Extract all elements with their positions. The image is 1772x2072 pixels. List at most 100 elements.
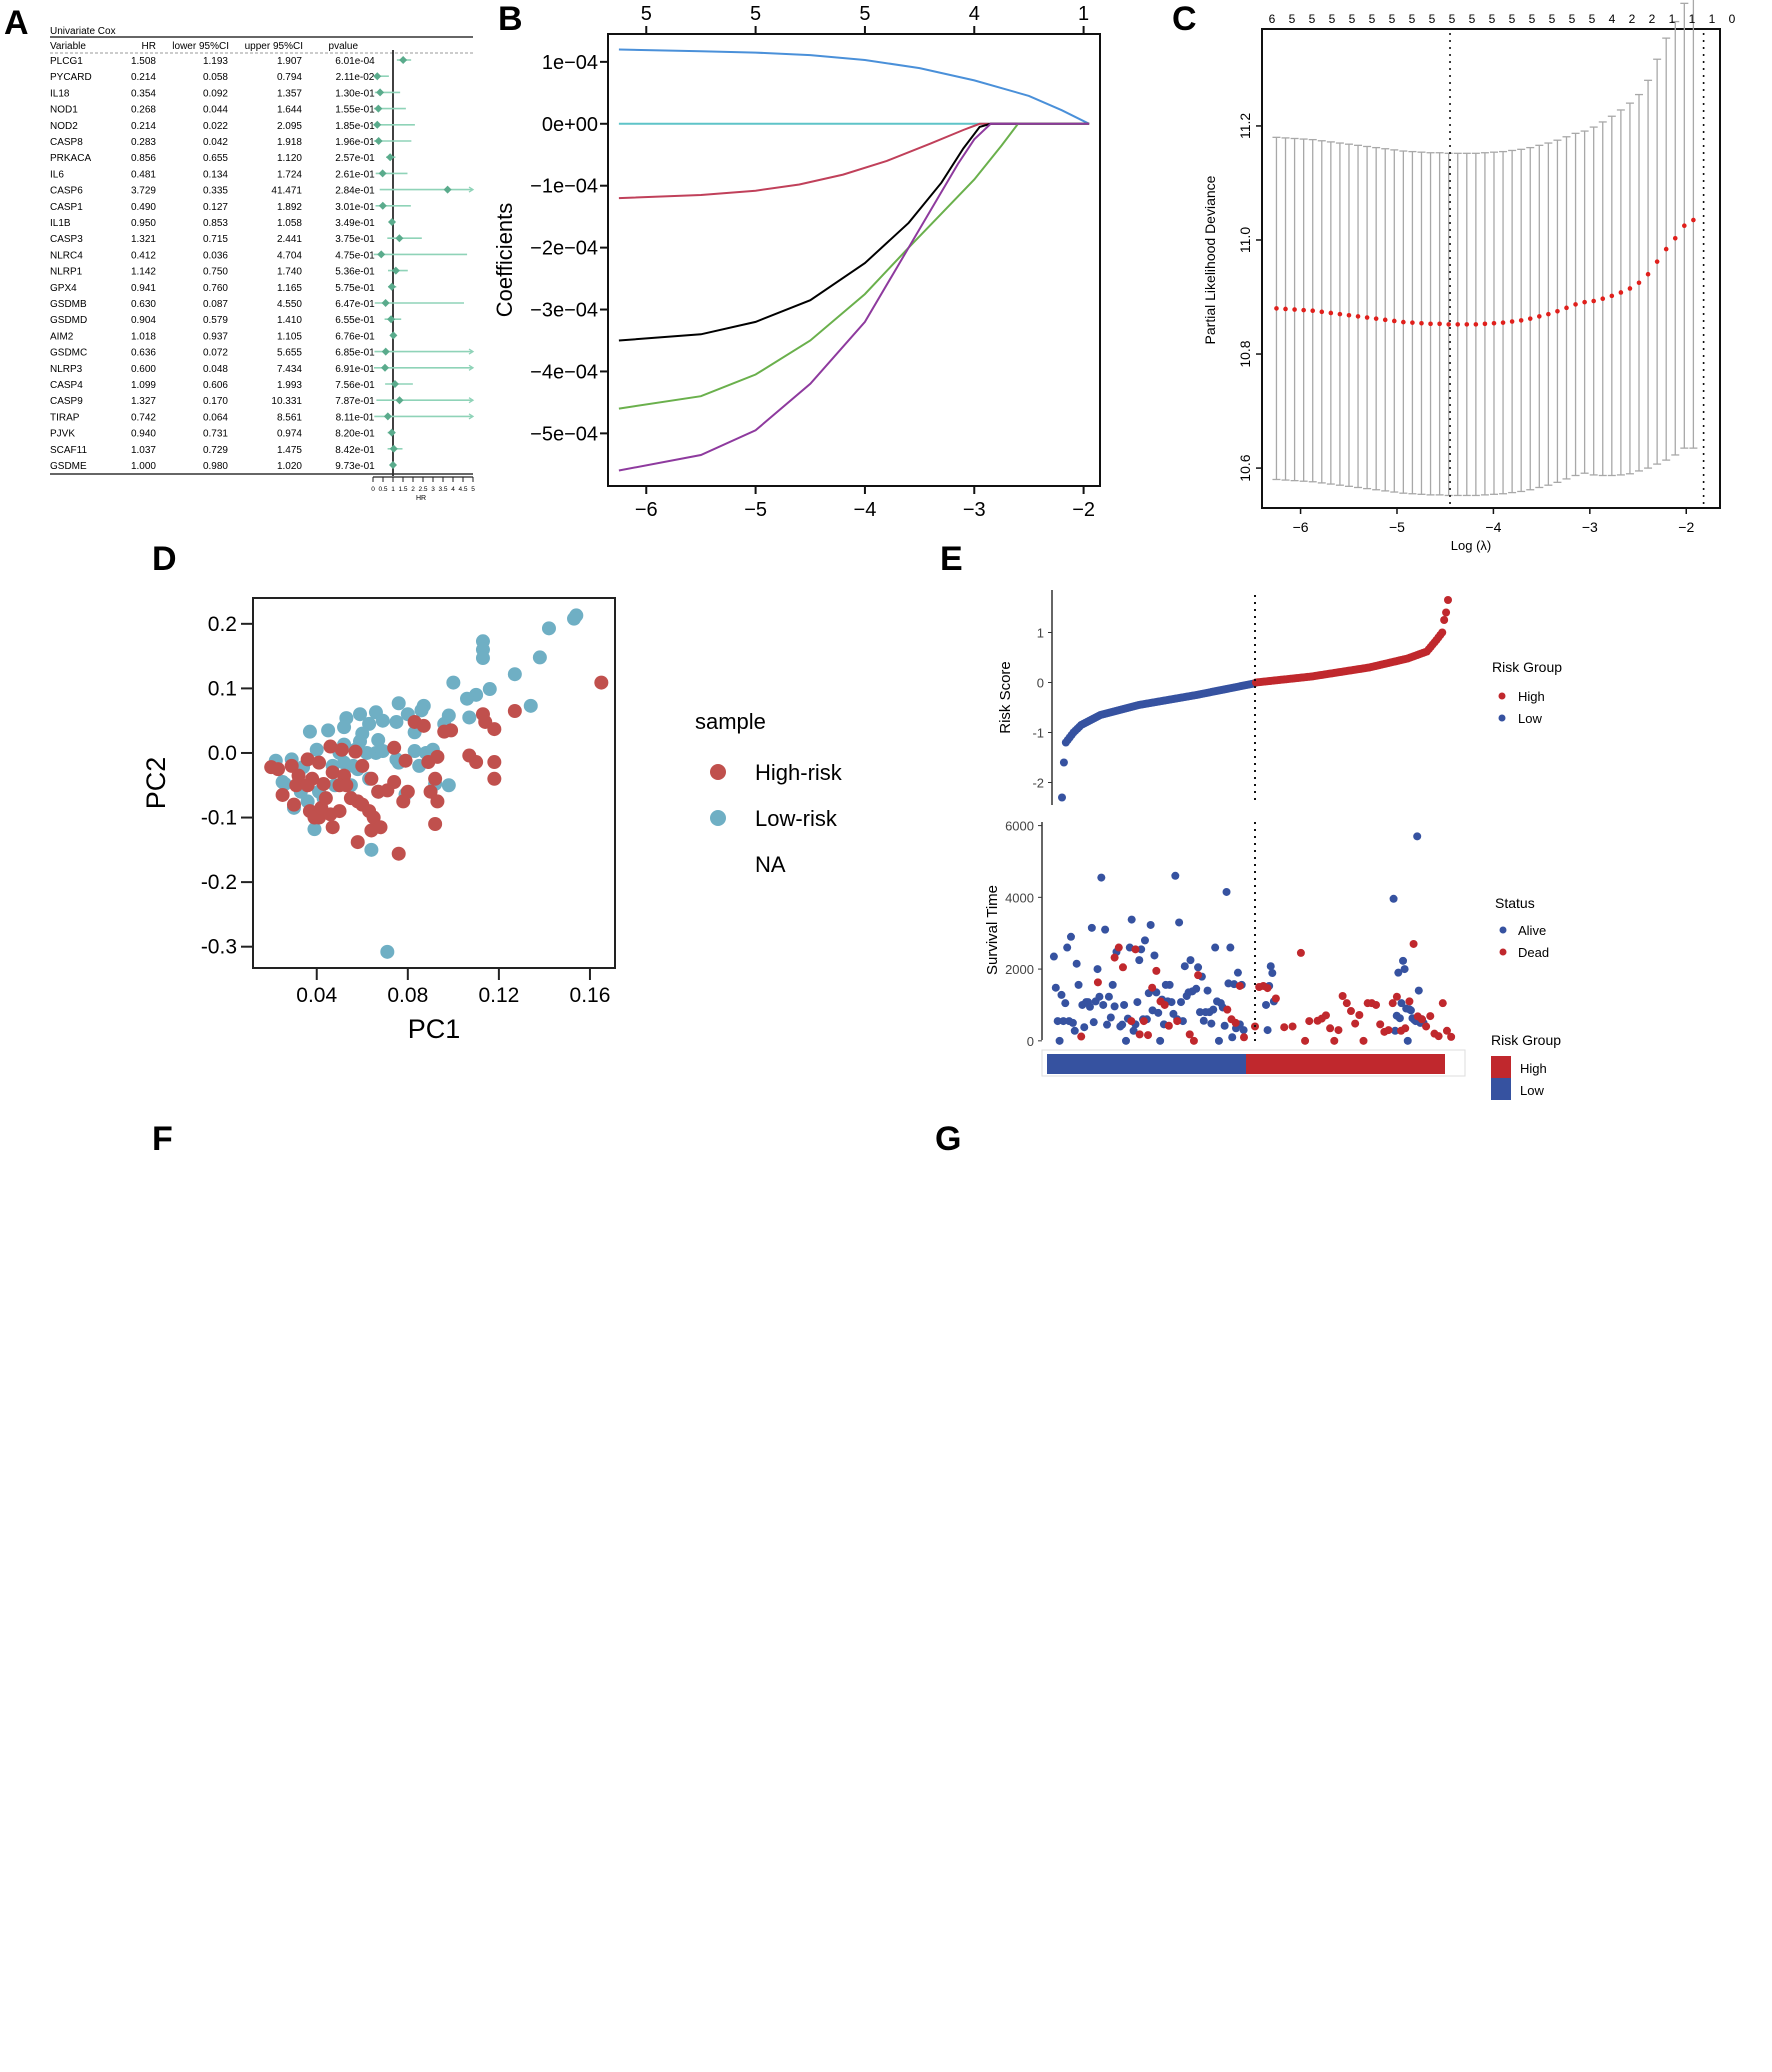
ci-arrow bbox=[468, 186, 475, 193]
pca-point-low-risk bbox=[475, 651, 490, 666]
table-cell: 1.165 bbox=[277, 283, 302, 294]
deviance-point bbox=[1645, 271, 1651, 277]
hr-tick-label: 3 bbox=[431, 486, 435, 493]
table-cell: 1.475 bbox=[277, 445, 302, 456]
deviance-point bbox=[1410, 320, 1415, 325]
survival-point-alive bbox=[1199, 1016, 1208, 1025]
table-cell: 0.729 bbox=[203, 445, 228, 456]
survival-point-alive bbox=[1057, 990, 1066, 999]
table-cell: IL1B bbox=[50, 218, 71, 229]
ci-arrow bbox=[468, 397, 475, 404]
hr-diamond bbox=[381, 347, 390, 356]
survival-point-alive bbox=[1080, 1023, 1089, 1032]
table-cell: 1.037 bbox=[131, 445, 156, 456]
survival-point-alive bbox=[1195, 1008, 1204, 1017]
top-tick-label: 2 bbox=[1629, 12, 1636, 26]
table-cell: 0.760 bbox=[203, 283, 228, 294]
hr-diamond bbox=[386, 153, 395, 162]
survival-point-dead bbox=[1376, 1020, 1385, 1029]
hr-diamond bbox=[399, 56, 408, 64]
table-cell: 1.020 bbox=[277, 461, 302, 472]
top-tick-label: 5 bbox=[1409, 12, 1416, 26]
deviance-point bbox=[1437, 321, 1442, 327]
table-cell: NLRC4 bbox=[50, 250, 83, 261]
table-cell: PYCARD bbox=[50, 72, 92, 83]
survival-point-alive bbox=[1127, 915, 1136, 924]
y-tick-label: 0.1 bbox=[208, 677, 237, 700]
survival-point-alive bbox=[1068, 1018, 1077, 1027]
table-cell: 0.856 bbox=[131, 153, 156, 164]
top-tick-label: 5 bbox=[750, 3, 761, 25]
ci-arrow bbox=[468, 413, 475, 420]
table-cell: 0.058 bbox=[203, 72, 228, 83]
pca-point-low-risk bbox=[353, 707, 368, 722]
table-cell: IL6 bbox=[50, 169, 64, 180]
legend-label: Low bbox=[1520, 1083, 1544, 1098]
deviance-point bbox=[1482, 321, 1488, 327]
risk-bar-low bbox=[1047, 1054, 1246, 1074]
table-cell: 0.072 bbox=[203, 348, 228, 359]
hr-diamond bbox=[387, 315, 396, 324]
table-cell: 1.357 bbox=[277, 88, 302, 99]
table-cell: 0.064 bbox=[203, 412, 228, 423]
panel-label-c: C bbox=[1172, 0, 1197, 38]
deviance-point bbox=[1382, 317, 1388, 323]
survival-point-alive bbox=[1055, 1036, 1064, 1045]
y-tick-label: 1 bbox=[1037, 626, 1044, 641]
hr-diamond bbox=[389, 331, 398, 340]
table-cell: 1.96e-01 bbox=[335, 137, 375, 148]
hr-diamond bbox=[395, 234, 404, 243]
deviance-point bbox=[1364, 315, 1370, 320]
deviance-point bbox=[1301, 307, 1306, 313]
pca-point-high-risk bbox=[391, 846, 406, 861]
table-cell: 2.11e-02 bbox=[336, 72, 375, 83]
survival-point-alive bbox=[1074, 980, 1083, 989]
survival-point-alive bbox=[1093, 965, 1102, 974]
pca-point-high-risk bbox=[355, 758, 370, 773]
table-cell: 0.092 bbox=[203, 88, 228, 99]
hr-diamond bbox=[381, 363, 389, 372]
pca-point-high-risk bbox=[469, 755, 484, 770]
pca-point-high-risk bbox=[289, 778, 304, 793]
hr-tick-label: 1.5 bbox=[398, 486, 407, 493]
x-tick-label: −4 bbox=[1485, 519, 1501, 535]
survival-point-alive bbox=[1175, 918, 1184, 927]
pca-point-high-risk bbox=[507, 704, 522, 719]
table-cell: 0.853 bbox=[203, 218, 228, 229]
hr-tick-label: 2 bbox=[411, 486, 415, 493]
pca-point-high-risk bbox=[430, 794, 445, 809]
survival-point-dead bbox=[1194, 971, 1203, 980]
deviance-point bbox=[1373, 316, 1379, 321]
survival-point-alive bbox=[1063, 943, 1072, 952]
table-cell: 8.561 bbox=[277, 412, 302, 423]
survival-point-alive bbox=[1400, 965, 1409, 974]
pca-point-high-risk bbox=[398, 753, 413, 768]
x-tick-label: −3 bbox=[963, 499, 986, 520]
survival-point-dead bbox=[1359, 1036, 1368, 1045]
legend-dot bbox=[1499, 926, 1507, 934]
legend-dot bbox=[1499, 948, 1507, 956]
pca-point-low-risk bbox=[507, 667, 522, 682]
coef-path-coef-red bbox=[618, 122, 1090, 200]
hr-diamond bbox=[387, 282, 396, 291]
pca-point-high-risk bbox=[316, 776, 331, 791]
deviance-point bbox=[1527, 316, 1533, 321]
table-cell: 6.91e-01 bbox=[335, 364, 375, 375]
x-tick-label: −5 bbox=[1389, 519, 1405, 535]
x-tick-label: 0.16 bbox=[570, 984, 611, 1007]
survival-point-alive bbox=[1070, 1026, 1079, 1035]
survival-point-alive bbox=[1087, 923, 1096, 932]
table-cell: 0.904 bbox=[131, 315, 156, 326]
pca-point-low-risk bbox=[375, 713, 390, 728]
survival-point-dead bbox=[1223, 1005, 1232, 1014]
survival-point-alive bbox=[1403, 1036, 1412, 1045]
top-tick-label: 5 bbox=[1429, 12, 1436, 26]
hr-diamond bbox=[378, 169, 387, 178]
pca-point-low-risk bbox=[309, 742, 324, 757]
pca-point-low-risk bbox=[302, 724, 317, 739]
table-cell: 1.099 bbox=[131, 380, 156, 391]
survival-point-dead bbox=[1127, 1017, 1136, 1026]
legend-dot-low-risk bbox=[710, 810, 726, 826]
table-cell: GSDMC bbox=[50, 348, 87, 359]
survival-point-dead bbox=[1409, 939, 1418, 948]
